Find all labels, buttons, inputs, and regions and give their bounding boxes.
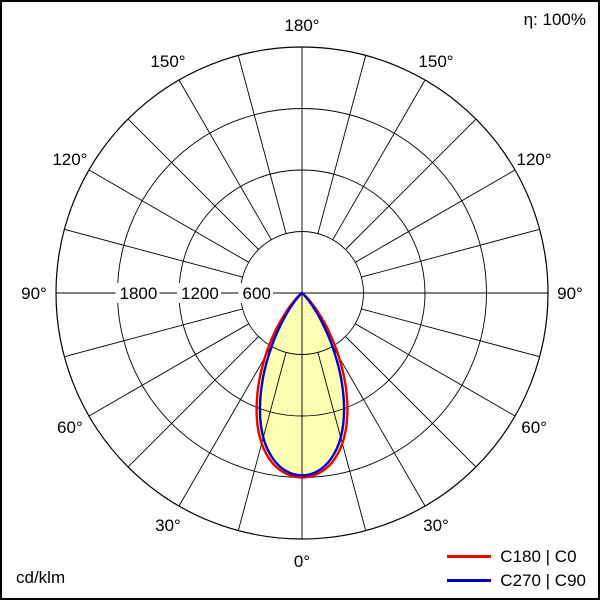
- ring-value-labels: 1800 1200 600: [115, 283, 273, 303]
- unit-label: cd/klm: [16, 568, 66, 587]
- ring-label-mask: [238, 283, 273, 303]
- ring-label-mask: [177, 283, 221, 303]
- legend-label-c90-c270: C270 | C90: [500, 571, 586, 590]
- grid-spoke: [88, 169, 249, 263]
- angle-label: 60°: [57, 418, 83, 437]
- curve-c90-c270: [258, 291, 346, 477]
- grid-spoke: [345, 336, 477, 468]
- angle-label: 30°: [423, 516, 449, 535]
- angle-labels: 0° 30° 30° 60° 60° 90° 90° 120° 120° 150° 150° 180°: [21, 16, 583, 571]
- grid-spoke: [237, 55, 287, 234]
- angle-label: 150°: [418, 52, 453, 71]
- angle-label: 180°: [284, 16, 319, 35]
- grid-spoke: [178, 79, 272, 240]
- angle-label: 90°: [557, 284, 583, 303]
- grid-spoke: [355, 169, 516, 263]
- grid-spoke: [361, 308, 540, 358]
- ring-value-label: 1200: [181, 284, 219, 303]
- angle-label: 120°: [517, 150, 552, 169]
- grid-spoke: [127, 336, 259, 468]
- ring-value-label: 600: [243, 284, 271, 303]
- angle-label: 120°: [52, 150, 87, 169]
- grid-spoke: [178, 346, 272, 507]
- efficiency-label: η: 100%: [523, 10, 586, 29]
- curve-c0-c180: [255, 291, 349, 479]
- legend-item-c90-c270: C270 | C90: [447, 571, 586, 590]
- grid-spoke: [88, 323, 249, 417]
- legend: C180 | C0 C270 | C90: [447, 547, 586, 590]
- grid-spoke: [64, 228, 243, 278]
- angle-label: 150°: [150, 52, 185, 71]
- angle-label: 60°: [521, 418, 547, 437]
- legend-line-c0-c180-icon: [447, 555, 492, 558]
- legend-label-c0-c180: C180 | C0: [500, 547, 577, 566]
- grid-spoke: [317, 55, 367, 234]
- legend-item-c0-c180: C180 | C0: [447, 547, 586, 566]
- legend-line-c90-c270-icon: [447, 579, 492, 582]
- grid-spoke: [127, 118, 259, 250]
- polar-grid: [55, 46, 549, 540]
- angle-label: 0°: [294, 552, 310, 571]
- grid-spoke: [332, 346, 426, 507]
- grid-spoke: [332, 79, 426, 240]
- angle-label: 90°: [21, 284, 47, 303]
- ring-value-label: 1800: [120, 284, 158, 303]
- grid-spoke: [361, 228, 540, 278]
- grid-spoke: [355, 323, 516, 417]
- grid-spoke: [64, 308, 243, 358]
- ring-label-mask: [115, 283, 160, 303]
- grid-spoke: [345, 118, 477, 250]
- angle-label: 30°: [155, 516, 181, 535]
